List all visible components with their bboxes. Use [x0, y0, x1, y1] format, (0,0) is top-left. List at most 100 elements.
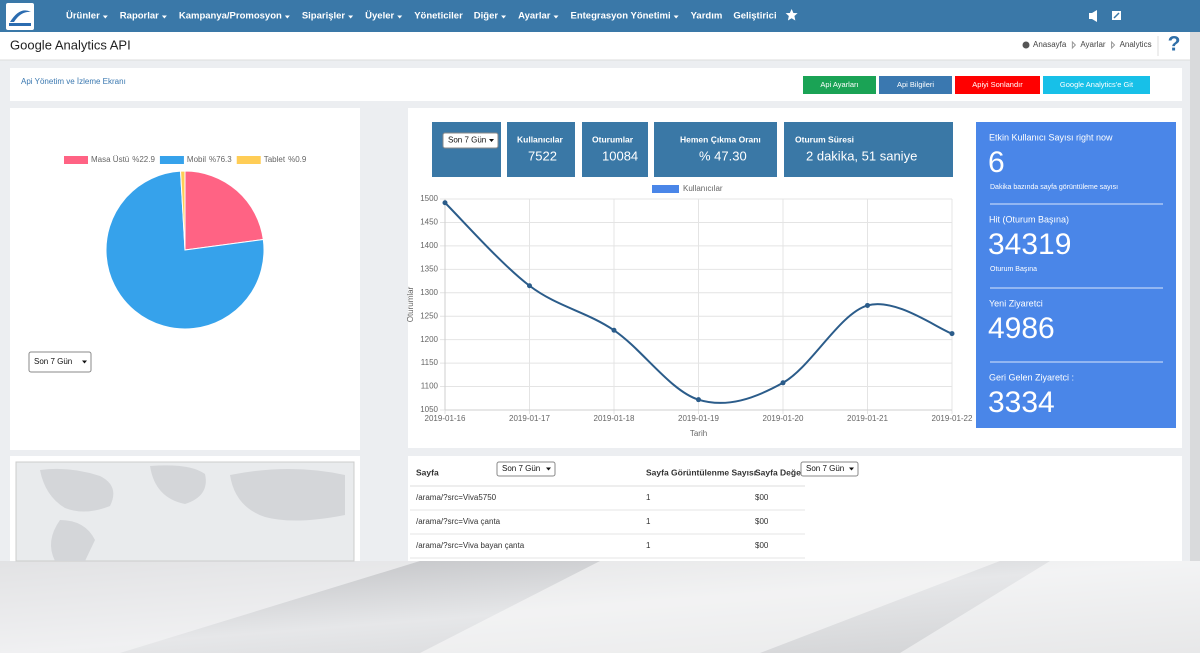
- backdrop-shape: [420, 561, 1000, 653]
- column-header: Sayfa Değeri: [755, 467, 807, 477]
- caret: [673, 15, 679, 19]
- x-tick-label: 2019-01-22: [932, 414, 973, 423]
- y-tick-label: 1150: [421, 358, 439, 367]
- point[interactable]: [611, 327, 617, 333]
- x-axis-label: Tarih: [690, 429, 707, 438]
- caret: [82, 360, 87, 364]
- caret: [348, 15, 354, 19]
- favorites-icon[interactable]: [785, 9, 798, 21]
- stat-label: Oturumlar: [592, 134, 634, 144]
- toolbar-button[interactable]: [879, 76, 952, 94]
- menu-item[interactable]: Diğer: [474, 11, 499, 22]
- page-title: Google Analytics API: [10, 37, 131, 52]
- menu-item[interactable]: Yöneticiler: [414, 11, 463, 22]
- point[interactable]: [696, 397, 701, 403]
- legend-swatch: [652, 185, 679, 193]
- logo-mark: [9, 23, 31, 26]
- realtime-title: Yeni Ziyaretci: [989, 298, 1043, 308]
- pie-slice[interactable]: [105, 170, 265, 330]
- period-select[interactable]: [28, 351, 92, 373]
- stat-label: Kullanıcılar: [517, 134, 564, 144]
- menu-item[interactable]: Entegrasyon Yönetimi: [570, 11, 670, 22]
- menu-item[interactable]: Kampanya/Promosyon: [179, 11, 282, 22]
- point[interactable]: [780, 380, 786, 386]
- legend-category: Tablet: [264, 155, 286, 164]
- map-land: [40, 468, 114, 512]
- stat-label: Hemen Çıkma Oranı: [680, 134, 761, 144]
- period-select-label: Son 7 Gün: [806, 464, 844, 473]
- legend-label: Tablet %0.9: [264, 155, 307, 164]
- menu-item[interactable]: Raporlar: [120, 11, 159, 22]
- legend-category: Mobil: [187, 155, 206, 164]
- table-cell: $00: [755, 541, 769, 550]
- table-cell: 1: [646, 541, 651, 550]
- period-select-label: Son 7 Gün: [34, 357, 72, 366]
- breadcrumb-item[interactable]: Analytics: [1120, 40, 1152, 49]
- period-select[interactable]: [496, 461, 556, 477]
- y-tick-label: 1200: [420, 335, 438, 344]
- menu-item[interactable]: Yardım: [691, 11, 723, 22]
- x-tick-label: 2019-01-20: [763, 414, 804, 423]
- legend-label: Masa Üstü %22.9: [91, 155, 155, 164]
- column-header: Sayfa Görüntülenme Sayısı: [646, 467, 756, 477]
- y-tick-label: 1050: [420, 405, 438, 414]
- point[interactable]: [442, 200, 448, 206]
- table-cell: /arama/?src=Viva çanta: [416, 517, 501, 526]
- crumb-sep: [1111, 40, 1116, 50]
- stat-value: % 47.30: [699, 148, 747, 163]
- x-tick-label: 2019-01-16: [425, 414, 466, 423]
- caret: [284, 15, 290, 19]
- caret: [489, 139, 494, 142]
- pie-slice[interactable]: [184, 170, 264, 251]
- toolbar-button[interactable]: [803, 76, 876, 94]
- toolbar-button-label: Api Bilgileri: [897, 80, 934, 89]
- navbar: [0, 0, 1200, 32]
- caret: [397, 15, 403, 19]
- caret: [849, 467, 854, 471]
- period-select[interactable]: [800, 461, 859, 477]
- stat-card: [582, 122, 648, 177]
- point[interactable]: [949, 331, 955, 337]
- y-tick-label: 1500: [420, 194, 438, 203]
- toolbar-button[interactable]: [1043, 76, 1150, 94]
- legend-value: %0.9: [288, 155, 307, 164]
- period-select[interactable]: [442, 132, 499, 149]
- point[interactable]: [865, 302, 870, 308]
- toolbar-title: Api Yönetim ve İzleme Ekranı: [21, 77, 126, 86]
- legend-label: Mobil %76.3: [187, 155, 232, 164]
- map-land: [150, 465, 206, 504]
- crumb-sep: [1071, 40, 1077, 50]
- announce-icon[interactable]: [1089, 10, 1097, 22]
- home-icon: [1022, 41, 1030, 49]
- stat-card: [432, 122, 501, 177]
- menu-item[interactable]: Ayarlar: [518, 11, 551, 22]
- realtime-value: 4986: [988, 312, 1055, 345]
- toolbar-buttons: Api Ayarları Api Bilgileri Apiyi Sonlandır…: [803, 76, 1150, 94]
- column-header: Sayfa: [416, 467, 439, 477]
- stat-value: 2 dakika, 51 saniye: [806, 148, 917, 163]
- pie-slice[interactable]: [180, 170, 186, 251]
- legend-swatch: [236, 156, 261, 164]
- breadcrumb: Anasayfa Ayarlar Analytics: [1033, 40, 1152, 50]
- y-tick-label: 1250: [420, 311, 438, 320]
- help-icon[interactable]: ?: [1168, 33, 1181, 56]
- caret: [501, 15, 507, 19]
- menu-item[interactable]: Ürünler: [66, 11, 100, 22]
- stat-card: [507, 122, 575, 177]
- menu-item[interactable]: Siparişler: [302, 11, 346, 22]
- y-tick-label: 1400: [420, 241, 438, 250]
- y-tick-label: 1450: [420, 218, 438, 227]
- breadcrumb-item[interactable]: Anasayfa: [1033, 40, 1067, 49]
- realtime-title: Hit (Oturum Başına): [989, 214, 1069, 224]
- menu-item[interactable]: Geliştirici: [733, 11, 776, 22]
- breadcrumb-item[interactable]: Ayarlar: [1080, 40, 1106, 49]
- realtime-caption: Oturum Başına: [990, 266, 1037, 273]
- scrollbar: [1190, 32, 1200, 561]
- menu-item[interactable]: Üyeler: [365, 11, 394, 22]
- legend-value: %76.3: [209, 155, 232, 164]
- point[interactable]: [527, 283, 532, 289]
- caret: [546, 467, 551, 471]
- toolbar-button[interactable]: [955, 76, 1040, 94]
